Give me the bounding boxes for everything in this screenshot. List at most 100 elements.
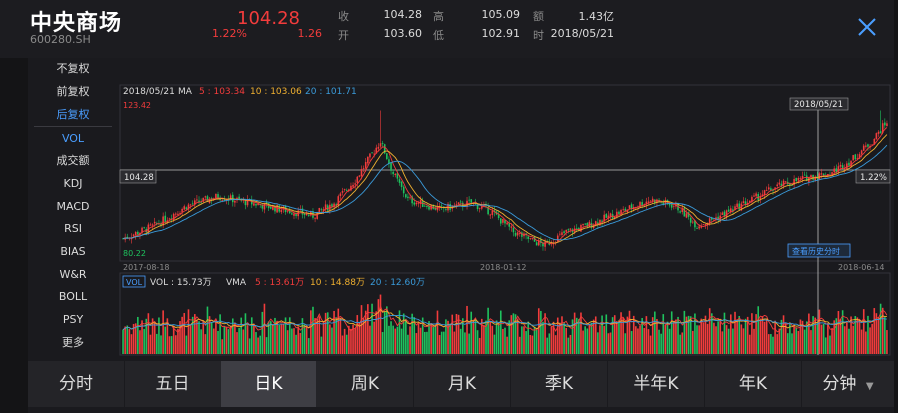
candle-body	[316, 211, 318, 219]
volume-bar	[533, 326, 536, 354]
candle-body	[506, 222, 508, 225]
candle-body	[854, 154, 857, 160]
volume-bar	[510, 315, 513, 354]
label-high: 高	[433, 10, 444, 23]
candle-body	[732, 209, 734, 212]
candle-body	[415, 202, 418, 205]
volume-bar	[782, 315, 785, 354]
close-icon	[858, 18, 876, 36]
value-time: 2018/05/21	[550, 27, 614, 40]
volume-bar	[556, 317, 559, 354]
sidebar-item-rsi[interactable]: RSI	[64, 222, 82, 235]
candle-body	[265, 202, 268, 204]
volume-bar	[310, 310, 312, 354]
candle-body	[489, 214, 492, 216]
volume-bar	[438, 335, 441, 354]
candle-body	[803, 174, 806, 176]
candle-body	[497, 214, 500, 219]
volume-bar	[358, 322, 361, 354]
tab-monthly-k[interactable]: 月K	[447, 374, 477, 394]
sidebar-item-forward-adjust[interactable]: 前复权	[56, 85, 90, 98]
candle-body	[244, 200, 247, 206]
vol-tag[interactable]: VOL	[126, 278, 143, 287]
candle-body	[172, 213, 175, 221]
candle-body	[867, 144, 869, 147]
volume-bar	[835, 318, 838, 354]
volume-bar	[426, 331, 428, 354]
candle-body	[736, 203, 738, 208]
volume-bar	[449, 323, 451, 354]
sidebar-item-macd[interactable]: MACD	[56, 200, 90, 213]
candle-body	[744, 201, 747, 206]
tab-quarterly-k[interactable]: 季K	[544, 374, 574, 394]
change-percent: 1.22%	[212, 27, 247, 40]
tab-daily-k[interactable]: 日K	[221, 361, 316, 407]
volume-bar	[453, 331, 456, 354]
candle-body	[662, 202, 665, 204]
sidebar-item-vol[interactable]: VOL	[61, 132, 85, 145]
volume-bar	[839, 319, 842, 354]
sidebar-item-no-adjust[interactable]: 不复权	[56, 62, 90, 75]
candle-body	[263, 202, 266, 210]
view-history-button[interactable]: 查看历史分时	[787, 243, 851, 258]
volume-bar	[436, 310, 439, 354]
volume-bar	[210, 322, 213, 354]
volume-bar	[673, 321, 675, 354]
sidebar-item-turnover[interactable]: 成交额	[56, 154, 90, 167]
candle-body	[512, 227, 515, 233]
volume-bar	[569, 334, 572, 354]
sidebar-item-more[interactable]: 更多	[62, 336, 84, 349]
volume-bar	[757, 306, 760, 354]
vol-tag-box[interactable]	[122, 275, 146, 288]
candle-body	[341, 191, 344, 193]
volume-bar	[212, 328, 215, 354]
close-button[interactable]	[856, 16, 878, 38]
volume-bar	[881, 307, 884, 354]
sidebar-item-wr[interactable]: W&R	[59, 268, 87, 281]
volume-bar	[791, 333, 793, 354]
volume-bar	[206, 306, 209, 354]
volume-bar	[487, 307, 489, 354]
sidebar-item-backward-adjust[interactable]: 后复权	[56, 108, 90, 121]
volume-bar	[808, 313, 810, 354]
candle-body	[791, 185, 793, 186]
volume-bar	[392, 325, 394, 354]
volume-bar	[727, 328, 730, 354]
candle-body	[862, 145, 865, 151]
sidebar-item-bias[interactable]: BIAS	[60, 245, 86, 258]
tab-yearly-k[interactable]: 年K	[738, 374, 768, 394]
sidebar-item-kdj[interactable]: KDJ	[63, 177, 83, 190]
kline-chart[interactable]: 2018/05/21 MA 5 : 103.34 10 : 103.06 20 …	[118, 58, 894, 358]
candle-body	[141, 227, 143, 233]
candle-body	[858, 154, 861, 159]
candle-body	[137, 231, 139, 235]
tab-halfyear-k[interactable]: 半年K	[633, 374, 679, 394]
volume-bar	[514, 314, 517, 354]
view-history-button-label[interactable]: 查看历史分时	[792, 246, 840, 256]
volume-bar	[151, 318, 154, 354]
sidebar-item-psy[interactable]: PSY	[62, 313, 84, 326]
tab-five-day[interactable]: 五日	[155, 374, 190, 394]
sidebar-item-boll[interactable]: BOLL	[58, 290, 88, 303]
volume-bar	[504, 327, 506, 354]
tab-weekly-k[interactable]: 周K	[350, 374, 380, 394]
volume-bar	[582, 330, 584, 354]
tab-minute[interactable]: 分钟 ▼	[802, 361, 894, 407]
candle-body	[639, 202, 641, 207]
volume-bar	[478, 337, 481, 354]
tab-separator	[124, 361, 125, 407]
volume-bar	[759, 318, 762, 354]
volume-bar	[457, 314, 460, 354]
volume-bar	[339, 317, 342, 354]
candle-body	[229, 195, 232, 200]
volume-bar	[692, 330, 694, 354]
volume-bar	[468, 333, 470, 354]
candle-body	[687, 212, 690, 217]
tab-intraday[interactable]: 分时	[59, 374, 93, 394]
volume-bar	[805, 321, 808, 354]
candle-body	[339, 193, 342, 197]
view-history-button-bg[interactable]	[787, 243, 851, 258]
candle-body	[605, 213, 608, 218]
volume-bar	[316, 318, 318, 354]
candle-body	[282, 206, 285, 210]
